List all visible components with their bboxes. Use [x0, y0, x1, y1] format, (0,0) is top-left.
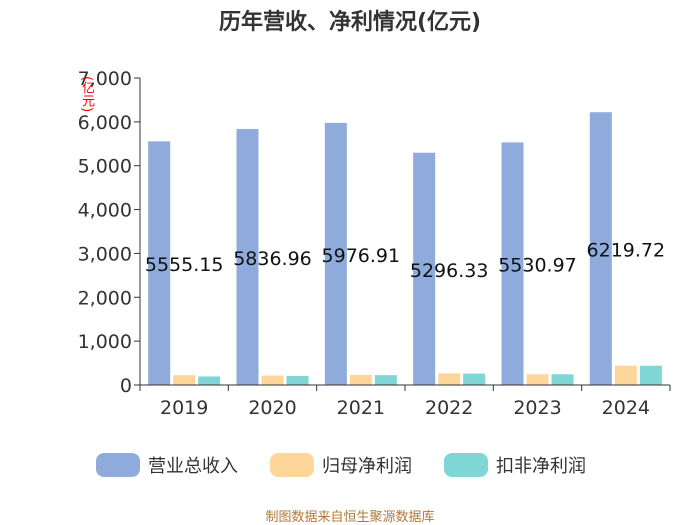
y-axis-label: (亿元)	[79, 76, 94, 113]
y-tick-label: 6,000	[78, 112, 132, 134]
data-label: 6219.72	[587, 240, 666, 262]
bar-1	[349, 374, 372, 385]
data-label: 5296.33	[410, 260, 489, 282]
chart-legend: 营业总收入 归母净利润 扣非净利润	[0, 452, 700, 482]
legend-item[interactable]: 归母净利润	[270, 452, 412, 478]
data-label: 5530.97	[498, 255, 577, 277]
bar-0	[589, 112, 612, 385]
bar-2	[551, 374, 574, 385]
x-tick-label: 2021	[337, 397, 385, 419]
bar-1	[261, 375, 284, 385]
legend-item[interactable]: 扣非净利润	[444, 452, 586, 478]
bar-2	[286, 376, 309, 385]
bar-1	[173, 375, 196, 385]
legend-label: 归母净利润	[322, 456, 412, 477]
x-tick-label: 2022	[425, 397, 473, 419]
x-tick-label: 2023	[513, 397, 561, 419]
bar-2	[639, 365, 662, 385]
bar-1	[526, 374, 549, 385]
y-tick-label: 4,000	[78, 200, 132, 222]
data-label: 5836.96	[233, 248, 312, 270]
legend-swatch	[444, 453, 488, 477]
chart-title: 历年营收、净利情况(亿元)	[218, 10, 482, 35]
y-tick-label: 7,000	[78, 68, 132, 90]
legend-swatch	[270, 453, 314, 477]
bar-1	[614, 365, 637, 385]
data-label: 5976.91	[322, 245, 401, 267]
bar-2	[198, 376, 221, 385]
x-tick-label: 2019	[160, 397, 208, 419]
legend-label: 扣非净利润	[496, 456, 586, 477]
bar-1	[438, 373, 461, 385]
source-note: 制图数据来自恒生聚源数据库	[265, 510, 435, 525]
legend-item[interactable]: 营业总收入	[96, 452, 238, 478]
bar-0	[413, 152, 436, 385]
bar-0	[148, 141, 171, 385]
legend-label: 营业总收入	[148, 456, 238, 477]
legend-swatch	[96, 453, 140, 477]
bar-0	[236, 129, 259, 385]
bar-2	[463, 373, 486, 385]
data-label: 5555.15	[145, 254, 224, 276]
bar-0	[324, 122, 347, 385]
bar-2	[374, 375, 397, 385]
y-tick-label: 2,000	[78, 287, 132, 309]
y-tick-label: 3,000	[78, 243, 132, 265]
bar-0	[501, 142, 524, 385]
x-tick-label: 2024	[602, 397, 650, 419]
x-tick-label: 2020	[248, 397, 296, 419]
y-tick-label: 1,000	[78, 331, 132, 353]
y-tick-label: 5,000	[78, 156, 132, 178]
y-tick-label: 0	[120, 375, 132, 397]
